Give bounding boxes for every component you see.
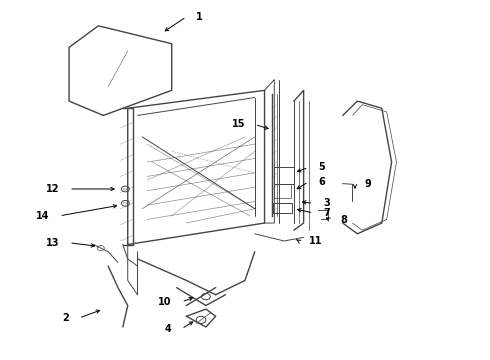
Text: 2: 2	[62, 313, 69, 323]
Bar	[273, 203, 292, 213]
Bar	[274, 167, 294, 184]
Text: 5: 5	[318, 162, 325, 172]
Text: 15: 15	[231, 120, 245, 129]
Text: 9: 9	[365, 179, 371, 189]
Bar	[274, 184, 292, 198]
Text: 8: 8	[340, 215, 347, 225]
Text: 14: 14	[36, 211, 49, 221]
Text: 7: 7	[323, 208, 330, 218]
Text: 6: 6	[318, 177, 325, 187]
Text: 4: 4	[165, 324, 172, 334]
Text: 1: 1	[196, 12, 203, 22]
Text: 13: 13	[46, 238, 59, 248]
Text: 11: 11	[309, 236, 322, 246]
Text: 3: 3	[323, 198, 330, 208]
Text: 12: 12	[46, 184, 59, 194]
Text: 10: 10	[158, 297, 172, 307]
